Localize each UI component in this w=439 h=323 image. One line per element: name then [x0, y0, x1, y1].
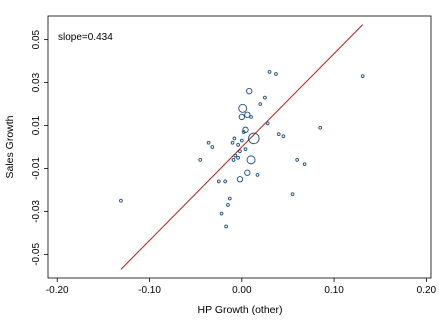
data-point	[255, 173, 260, 177]
data-point	[246, 155, 256, 165]
data-point	[236, 143, 240, 147]
data-point	[241, 130, 246, 134]
y-axis: -0.05 -0.03 -0.01 0.01 0.03 0.05	[31, 29, 48, 266]
y-axis-label: Sales Growth	[4, 115, 16, 178]
data-point	[224, 224, 228, 229]
y-tick-label-2: -0.01	[31, 157, 42, 180]
fit-line-layer	[120, 24, 364, 270]
data-point	[267, 69, 272, 74]
x-tick-label-1: -0.10	[138, 285, 161, 296]
data-point	[227, 196, 232, 201]
data-point	[242, 126, 249, 133]
data-point	[246, 88, 253, 95]
data-point	[265, 121, 270, 126]
data-point	[226, 203, 230, 207]
data-point	[216, 179, 221, 184]
data-point	[232, 136, 237, 141]
data-point	[243, 147, 248, 151]
y-tick-label-3: 0.01	[31, 115, 42, 135]
data-point	[281, 134, 286, 139]
data-point	[238, 113, 245, 121]
data-point	[360, 74, 365, 78]
data-point	[318, 125, 323, 130]
x-tick-label-3: 0.10	[324, 285, 344, 296]
data-point	[223, 179, 228, 184]
x-axis: -0.20 -0.10 0.00 0.10 0.20	[46, 278, 437, 296]
data-point	[230, 140, 235, 145]
data-point	[263, 95, 267, 100]
data-point	[290, 192, 295, 197]
data-point	[239, 138, 244, 143]
y-tick-label-4: 0.03	[31, 72, 42, 92]
data-point	[236, 155, 240, 160]
data-point	[233, 153, 238, 158]
x-tick-label-4: 0.20	[417, 285, 437, 296]
data-point	[231, 158, 236, 162]
points-layer	[119, 69, 365, 229]
data-point	[238, 149, 242, 154]
data-point	[206, 140, 211, 145]
x-tick-label-0: -0.20	[46, 285, 69, 296]
slope-annotation: slope=0.434	[58, 32, 113, 43]
data-point	[238, 103, 248, 113]
data-point	[244, 111, 251, 118]
y-tick-label-1: -0.03	[31, 200, 42, 223]
data-point	[258, 102, 263, 106]
fit-line	[120, 24, 364, 270]
data-point	[236, 176, 244, 183]
x-axis-label: HP Growth (other)	[198, 304, 283, 316]
data-point	[276, 132, 281, 136]
data-point	[219, 211, 224, 216]
plot-area	[47, 15, 432, 279]
data-point	[119, 198, 123, 203]
data-point	[249, 115, 253, 119]
y-tick-label-5: 0.05	[31, 29, 42, 49]
data-point	[302, 162, 307, 167]
data-point	[198, 158, 203, 162]
data-point	[295, 158, 300, 162]
data-point	[274, 72, 278, 76]
x-tick-label-2: 0.00	[232, 285, 252, 296]
data-point	[210, 145, 215, 149]
data-point	[248, 132, 260, 145]
data-point	[244, 169, 251, 176]
y-tick-label-0: -0.05	[31, 243, 42, 266]
